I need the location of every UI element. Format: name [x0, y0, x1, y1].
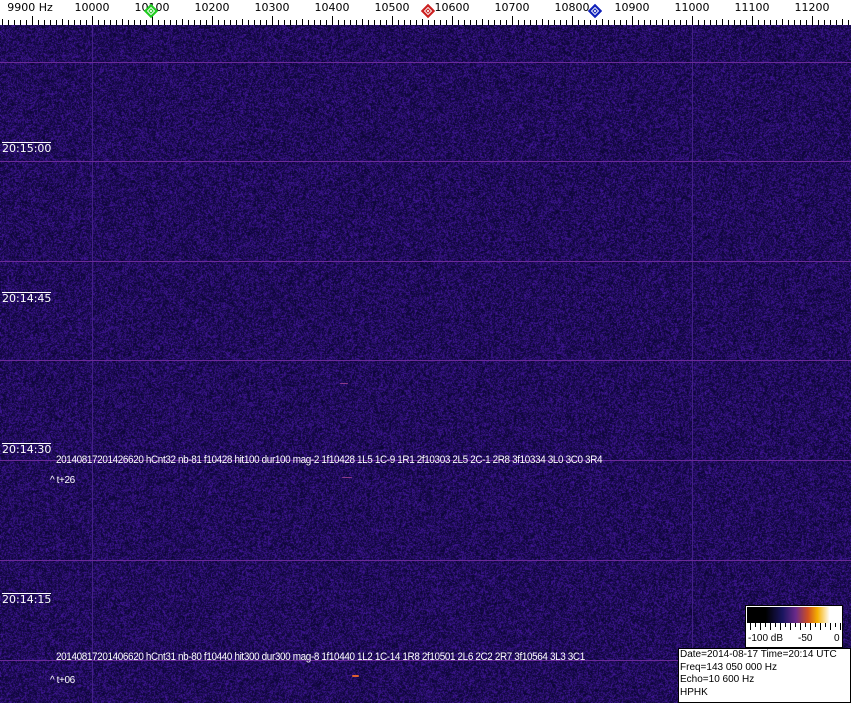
scale-tick	[830, 623, 831, 630]
info-station: HPHK	[680, 687, 850, 700]
info-date-time: Date=2014-08-17 Time=20:14 UTC	[680, 649, 850, 662]
frequency-tick	[32, 16, 33, 25]
meteor-echo	[342, 477, 352, 478]
frequency-tick	[752, 16, 753, 25]
frequency-tick	[92, 16, 93, 25]
scale-tick	[805, 623, 806, 627]
grid-hline	[0, 560, 851, 561]
scale-tick	[835, 623, 836, 627]
frequency-label: 10700	[495, 1, 530, 14]
scale-tick	[760, 623, 761, 630]
scale-tick	[775, 623, 776, 627]
frequency-tick	[632, 16, 633, 25]
frequency-label: 10800	[555, 1, 590, 14]
scale-tick	[785, 623, 786, 627]
red-marker-icon[interactable]	[421, 4, 435, 18]
frequency-tick	[332, 16, 333, 25]
time-label: 20:14:45	[2, 292, 51, 305]
scale-tick	[780, 623, 781, 630]
info-echo: Echo=10 600 Hz	[680, 674, 850, 687]
frequency-label: 9900 Hz	[7, 1, 53, 14]
frequency-label: 10000	[75, 1, 110, 14]
detection-text: 20140817201426620 hCnt32 nb-81 f10428 hi…	[56, 454, 602, 467]
scale-tick	[810, 623, 811, 630]
frequency-label: 11000	[675, 1, 710, 14]
meteor-echo	[340, 383, 348, 384]
frequency-label: 10400	[315, 1, 350, 14]
frequency-label: 10900	[615, 1, 650, 14]
frequency-axis: 9900 Hz100001010010200103001040010500106…	[0, 0, 851, 25]
scale-tick	[825, 623, 826, 627]
grid-hline	[0, 161, 851, 162]
waterfall-spectrogram: 20:15:00 20:14:45 20:14:30 20:14:15 2014…	[0, 25, 851, 703]
color-scale-bar	[747, 607, 841, 623]
scale-tick	[790, 623, 791, 630]
detection-offset: ^ t+26	[50, 474, 75, 487]
time-label: 20:14:30	[2, 443, 51, 456]
frequency-label: 11100	[735, 1, 770, 14]
frequency-label: 11200	[795, 1, 830, 14]
scale-tick	[755, 623, 756, 627]
scale-tick	[750, 623, 751, 630]
frequency-tick	[452, 16, 453, 25]
frequency-tick	[212, 16, 213, 25]
scale-tick	[800, 623, 801, 630]
grid-hline	[0, 62, 851, 63]
info-box: Date=2014-08-17 Time=20:14 UTC Freq=143 …	[678, 648, 851, 703]
meteor-echo	[352, 675, 359, 677]
info-freq: Freq=143 050 000 Hz	[680, 662, 850, 675]
scale-tick	[840, 623, 841, 630]
scale-label: -100 dB	[748, 633, 783, 644]
scale-label: -50	[798, 633, 812, 644]
time-label: 20:15:00	[2, 142, 51, 155]
scale-tick	[795, 623, 796, 627]
scale-tick	[770, 623, 771, 630]
color-scale-legend: -100 dB -50 0	[745, 605, 843, 648]
frequency-tick	[692, 16, 693, 25]
frequency-tick	[812, 16, 813, 25]
scale-tick	[820, 623, 821, 630]
frequency-tick	[572, 16, 573, 25]
grid-vline	[692, 25, 693, 703]
frequency-tick	[152, 16, 153, 25]
grid-hline	[0, 360, 851, 361]
frequency-tick	[392, 16, 393, 25]
blue-marker-icon[interactable]	[588, 4, 602, 18]
detection-offset: ^ t+06	[50, 674, 75, 687]
detection-text: 20140817201406620 hCnt31 nb-80 f10440 hi…	[56, 651, 585, 664]
frequency-tick	[272, 16, 273, 25]
time-label: 20:14:15	[2, 593, 51, 606]
scale-label: 0	[834, 633, 840, 644]
frequency-label: 10500	[375, 1, 410, 14]
frequency-tick	[512, 16, 513, 25]
spectrogram-noise	[0, 25, 851, 703]
frequency-label: 10300	[255, 1, 290, 14]
grid-hline	[0, 261, 851, 262]
frequency-label: 10600	[435, 1, 470, 14]
scale-tick	[815, 623, 816, 627]
grid-vline	[92, 25, 93, 703]
scale-tick	[765, 623, 766, 627]
frequency-label: 10200	[195, 1, 230, 14]
